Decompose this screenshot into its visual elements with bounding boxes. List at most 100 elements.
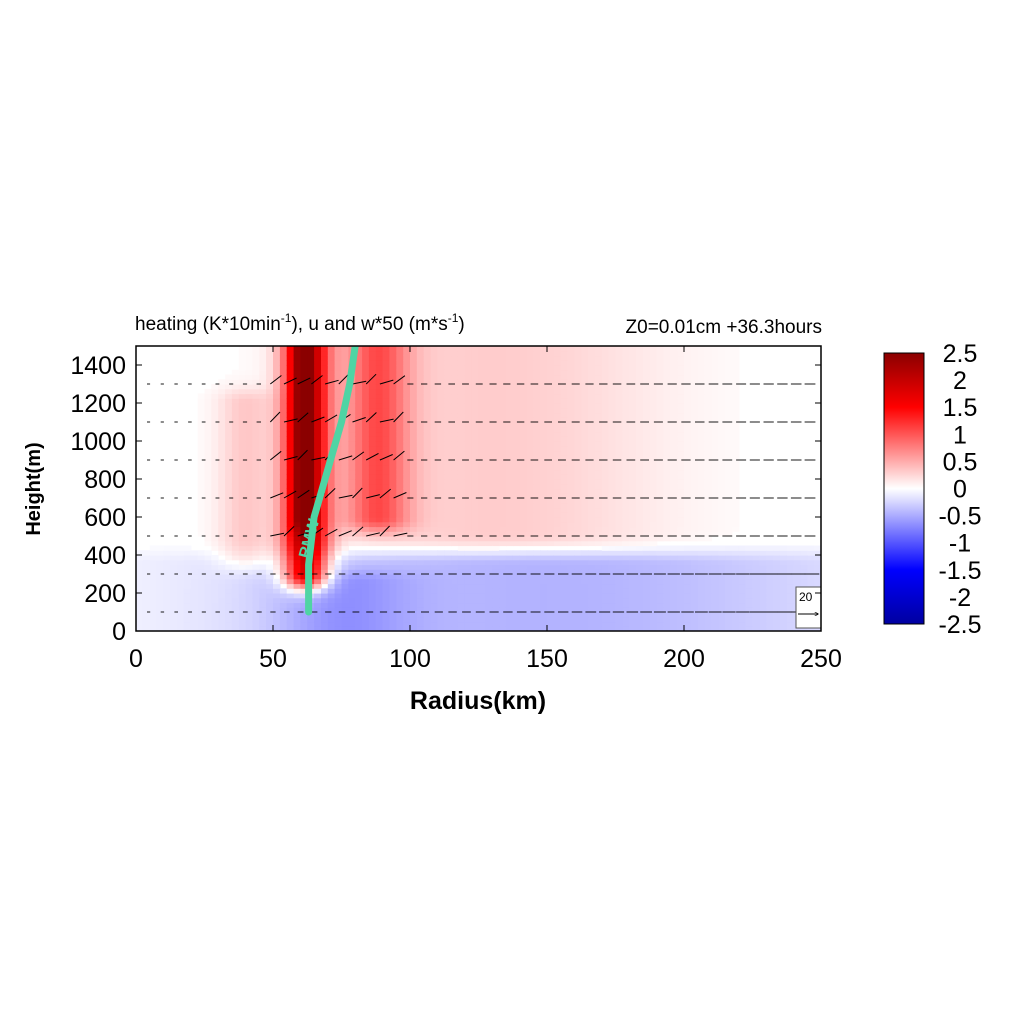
heat-cell	[656, 379, 665, 385]
heat-cell	[362, 512, 370, 518]
heat-cell	[334, 602, 343, 608]
heat-cell	[457, 602, 466, 608]
heat-cell	[725, 621, 733, 627]
heat-cell	[355, 536, 363, 542]
heat-cell	[697, 422, 706, 428]
heat-cell	[245, 607, 253, 613]
heat-cell	[211, 545, 219, 551]
heat-cell	[499, 521, 507, 528]
heat-cell	[163, 569, 171, 575]
heat-cell	[136, 626, 144, 631]
heat-cell	[547, 540, 555, 547]
heat-cell	[396, 455, 404, 461]
heat-cell	[293, 350, 301, 357]
heat-cell	[595, 350, 603, 357]
heat-cell	[581, 593, 589, 599]
heat-cell	[738, 612, 747, 618]
heat-cell	[368, 455, 377, 461]
heat-cell	[574, 407, 582, 414]
heat-cell	[382, 450, 390, 456]
heat-cell	[293, 583, 301, 589]
heat-cell	[574, 360, 582, 366]
heat-cell	[499, 597, 507, 604]
heat-cell	[649, 450, 658, 456]
heat-cell	[732, 346, 740, 352]
heat-cell	[327, 498, 336, 504]
heat-cell	[163, 612, 171, 618]
heat-cell	[252, 460, 260, 466]
heat-cell	[560, 588, 569, 594]
heat-cell	[471, 564, 480, 570]
heat-cell	[245, 426, 253, 433]
heat-cell	[382, 441, 390, 447]
heat-cell	[464, 521, 473, 528]
heat-cell	[382, 502, 390, 509]
heat-cell	[547, 455, 555, 461]
heat-cell	[211, 569, 219, 575]
heat-cell	[444, 398, 452, 404]
heat-cell	[396, 403, 404, 409]
heat-cell	[690, 360, 699, 366]
heat-cell	[396, 521, 404, 528]
heat-cell	[293, 597, 301, 604]
heat-cell	[581, 564, 589, 570]
heat-cell	[362, 569, 370, 575]
heat-cell	[670, 350, 678, 357]
heat-cell	[492, 403, 500, 409]
heat-cell	[245, 360, 253, 366]
heat-cell	[759, 583, 767, 589]
heat-cell	[505, 398, 514, 404]
heat-cell	[677, 507, 685, 513]
heat-cell	[266, 498, 274, 504]
heat-cell	[499, 493, 507, 499]
heat-cell	[279, 350, 288, 357]
heat-cell	[745, 588, 754, 594]
heat-cell	[321, 536, 329, 542]
heat-cell	[499, 588, 507, 594]
heat-cell	[273, 365, 281, 371]
heat-cell	[266, 564, 274, 570]
heat-cell	[451, 350, 459, 357]
heat-cell	[457, 512, 466, 518]
heat-cell	[588, 469, 596, 475]
heat-cell	[437, 431, 445, 437]
heat-cell	[163, 574, 171, 580]
heat-cell	[266, 417, 274, 423]
heat-cell	[601, 597, 610, 604]
heat-cell	[451, 621, 459, 627]
heat-cell	[286, 431, 295, 437]
heat-cell	[526, 417, 534, 423]
heat-cell	[499, 498, 507, 504]
heat-cell	[636, 403, 644, 409]
heat-cell	[553, 550, 562, 556]
heat-cell	[437, 569, 445, 575]
heat-cell	[499, 346, 507, 352]
heat-cell	[567, 350, 575, 357]
heat-cell	[444, 365, 452, 371]
heat-cell	[505, 360, 514, 366]
heat-cell	[457, 597, 466, 604]
heat-cell	[204, 517, 212, 523]
heat-cell	[279, 365, 288, 371]
heat-cell	[642, 464, 651, 471]
heat-cell	[526, 526, 534, 532]
heat-cell	[300, 578, 308, 585]
heat-cell	[457, 507, 466, 513]
heat-cell	[245, 445, 253, 452]
heat-cell	[779, 578, 788, 585]
heat-cell	[471, 512, 480, 518]
heat-cell	[636, 417, 644, 423]
heat-cell	[642, 436, 651, 442]
heat-cell	[327, 403, 336, 409]
heat-cell	[519, 426, 528, 433]
heat-cell	[656, 445, 665, 452]
heat-cell	[416, 350, 425, 357]
heat-cell	[595, 502, 603, 509]
heat-cell	[732, 555, 740, 561]
heat-cell	[622, 422, 630, 428]
heat-cell	[362, 384, 370, 390]
heat-cell	[595, 621, 603, 627]
heat-cell	[656, 574, 665, 580]
heat-cell	[615, 388, 623, 395]
heat-cell	[540, 388, 548, 395]
